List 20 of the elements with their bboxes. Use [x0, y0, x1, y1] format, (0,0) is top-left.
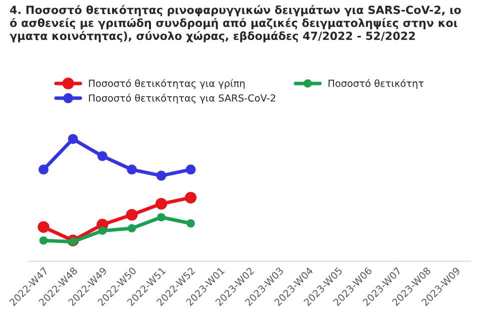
- point: [186, 164, 196, 175]
- point: [126, 208, 138, 221]
- chart-title: 4. Ποσοστό θετικότητας ρινοφαρυγγικών δειγμάτων για SARS-CoV-2, ιο ό ασθενείς με γριπώδη συνδρομή από μαζικές δειγματοληψίες στην κοι γματα κοινότητας), σύνολο χώρας, εβδομάδες 47/2022 - 52/2022: [10, 5, 461, 42]
- point: [156, 170, 166, 181]
- legend-label: Ποσοστό θετικότητ: [328, 79, 424, 89]
- point: [184, 192, 197, 204]
- point: [155, 198, 168, 210]
- point: [126, 164, 137, 175]
- point: [39, 236, 48, 245]
- point: [128, 224, 136, 232]
- point: [68, 134, 78, 144]
- point: [98, 226, 107, 235]
- legend-label: Ποσοστό θετικότητας για SARS-CoV-2: [89, 94, 276, 104]
- point: [38, 221, 50, 233]
- point: [157, 213, 166, 222]
- point: [68, 238, 78, 246]
- point: [38, 164, 49, 175]
- point: [97, 151, 108, 162]
- legend-label: Ποσοστό θετικότητας για γρίπη: [89, 79, 245, 89]
- point: [186, 219, 195, 228]
